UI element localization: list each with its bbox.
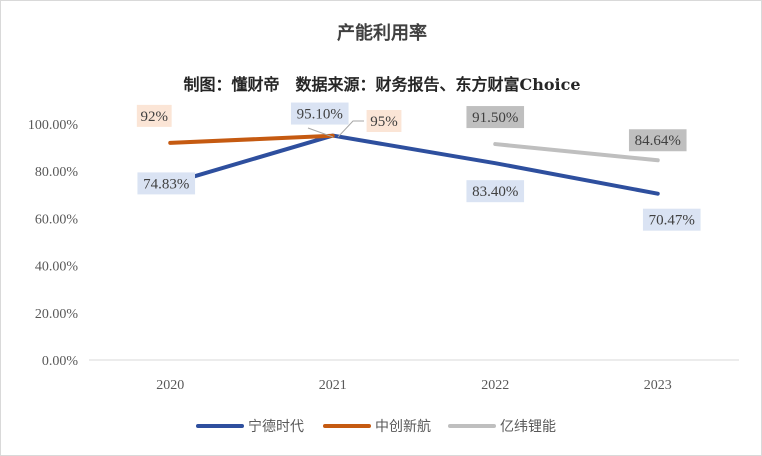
data-label-bg-2 [466,106,525,129]
y-tick-label: 20.00% [35,307,79,322]
data-label-0: 74.83% [143,176,189,192]
leader-line [337,120,364,138]
y-tick-label: 0.00% [42,354,79,369]
series-lines [168,133,660,196]
x-tick-label: 2022 [481,378,509,393]
legend-label-2: 亿纬锂能 [500,419,556,435]
x-tick-label: 2021 [319,378,347,393]
y-tick-label: 100.00% [28,118,79,133]
data-label-bg-0 [642,208,701,231]
data-label-bg-0 [137,172,196,195]
chart-subtitle: 制图：懂财帝 数据来源：财务报告、东方财富Choice [183,75,580,94]
chart-title: 产能利用率 [337,22,427,44]
x-axis: 2020 2021 2022 2023 [89,359,739,393]
y-tick-label: 60.00% [35,212,79,227]
data-label-2: 84.64% [635,133,681,149]
x-tick-label: 2020 [156,378,184,393]
data-label-bg-1 [136,104,172,127]
legend: 宁德时代 中创新航 亿纬锂能 [196,418,556,435]
data-label-bg-0 [290,102,349,125]
y-axis: 0.00% 20.00% 40.00% 60.00% 80.00% 100.00% [28,118,79,369]
leader-line [307,127,334,138]
legend-label-0: 宁德时代 [248,418,304,435]
series-line-2 [493,142,660,163]
y-tick-label: 80.00% [35,165,79,180]
series-line-1 [168,133,335,145]
data-label-2: 91.50% [472,110,518,126]
data-labels: 74.83% 95.10% 83.40% 70.47% 92% 95% 91.50% 84.6… [136,102,701,231]
data-label-1: 95% [370,114,398,130]
data-label-0: 95.10% [297,107,343,123]
data-label-bg-1 [366,110,402,132]
y-tick-label: 40.00% [35,260,79,275]
data-label-0: 70.47% [649,213,695,229]
data-label-0: 83.40% [472,184,518,200]
data-label-bg-2 [628,129,687,152]
legend-label-1: 中创新航 [375,419,431,435]
data-label-bg-0 [466,180,525,203]
series-line-0 [168,133,660,196]
leader-lines [307,120,364,138]
data-label-1: 92% [141,109,169,125]
x-tick-label: 2023 [644,378,672,393]
